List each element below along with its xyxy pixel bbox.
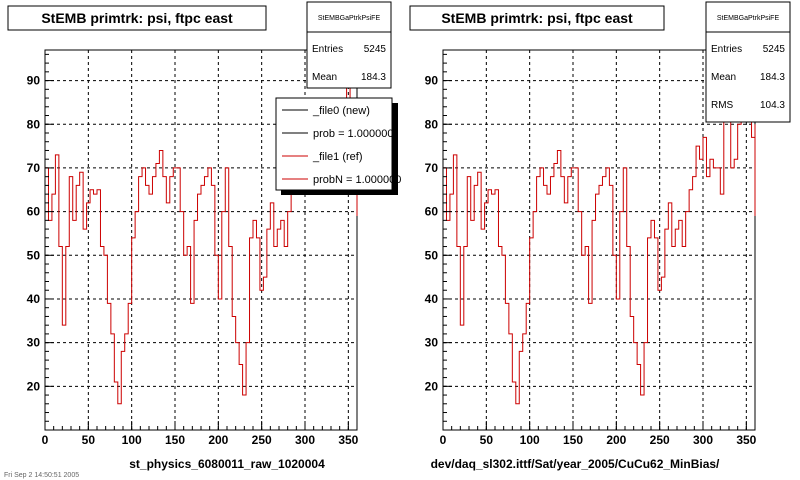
y-tick-label: 20	[425, 379, 439, 393]
chart-title: StEMB primtrk: psi, ftpc east	[41, 10, 233, 26]
x-axis-label: st_physics_6080011_raw_1020004	[129, 457, 325, 471]
stats-mean-value: 184.3	[361, 72, 386, 83]
x-tick-label: 100	[520, 433, 540, 447]
y-tick-label: 90	[425, 74, 439, 88]
stats-entries-label: Entries	[711, 44, 742, 55]
stats-mean-label: Mean	[312, 72, 337, 83]
plot-frame	[442, 49, 756, 431]
title-box	[409, 5, 665, 31]
x-tick-label: 250	[252, 433, 272, 447]
legend-entry-new: _file0 (new)	[312, 105, 370, 117]
x-tick-label: 300	[693, 433, 713, 447]
y-tick-label: 60	[27, 205, 41, 219]
axis-ticks: 0 50 100 150 200 250 300 350 20 30 40 50 60 70 80 90	[425, 53, 757, 447]
x-tick-label: 100	[122, 433, 142, 447]
title-box	[7, 5, 267, 31]
grid-lines	[443, 50, 755, 430]
y-tick-label: 40	[27, 292, 41, 306]
y-tick-label: 90	[27, 74, 41, 88]
y-tick-label: 30	[425, 336, 439, 350]
y-tick-label: 50	[27, 248, 41, 262]
y-tick-label: 70	[27, 161, 41, 175]
x-tick-label: 200	[606, 433, 626, 447]
stats-box	[306, 1, 392, 89]
right-histogram-panel: 0 50 100 150 200 250 300 350 20 30 40 50 60 70 80 90 St…	[409, 1, 791, 471]
y-tick-label: 60	[425, 205, 439, 219]
y-tick-label: 80	[425, 117, 439, 131]
y-tick-label: 40	[425, 292, 439, 306]
x-tick-label: 350	[736, 433, 756, 447]
footer-timestamp: Fri Sep 2 14:50:51 2005	[4, 472, 79, 479]
stats-rms-value: 104.3	[760, 100, 785, 111]
x-tick-label: 0	[440, 433, 447, 447]
stats-entries-label: Entries	[312, 44, 343, 55]
x-tick-label: 0	[42, 433, 49, 447]
legend-entry-probn: probN = 1.000000	[313, 174, 401, 186]
chart-title: StEMB primtrk: psi, ftpc east	[441, 10, 633, 26]
y-tick-label: 50	[425, 248, 439, 262]
histogram-line-ref	[443, 66, 756, 405]
stats-mean-label: Mean	[711, 72, 736, 83]
legend-entry-ref: _file1 (ref)	[312, 151, 363, 163]
legend-box	[275, 97, 393, 191]
stats-rms-label: RMS	[711, 100, 734, 111]
stats-name: StEMBGaPtrkPsiFE	[717, 15, 780, 22]
y-tick-label: 70	[425, 161, 439, 175]
x-tick-label: 250	[650, 433, 670, 447]
x-tick-label: 50	[82, 433, 96, 447]
x-tick-label: 200	[208, 433, 228, 447]
y-tick-label: 30	[27, 336, 41, 350]
stats-entries-value: 5245	[763, 44, 786, 55]
histogram-series	[443, 66, 756, 405]
x-tick-label: 150	[563, 433, 583, 447]
stats-mean-value: 184.3	[760, 72, 785, 83]
x-tick-label: 50	[480, 433, 494, 447]
stats-entries-value: 5245	[364, 44, 387, 55]
legend-entry-prob: prob = 1.000000	[313, 128, 393, 140]
stats-name: StEMBGaPtrkPsiFE	[318, 15, 381, 22]
left-histogram-panel: 0 50 100 150 200 250 300 350 20 30 40 50 60 70 80 90 St…	[7, 1, 401, 471]
x-tick-label: 350	[338, 433, 358, 447]
axis-ticks: 0 50 100 150 200 250 300 350 20 30 40 50 60 70 80 90	[27, 53, 359, 447]
x-tick-label: 150	[165, 433, 185, 447]
x-tick-label: 300	[295, 433, 315, 447]
y-tick-label: 20	[27, 379, 41, 393]
stats-box	[705, 1, 791, 123]
y-tick-label: 80	[27, 117, 41, 131]
x-axis-label: dev/daq_sl302.ittf/Sat/year_2005/CuCu62_…	[431, 457, 720, 471]
